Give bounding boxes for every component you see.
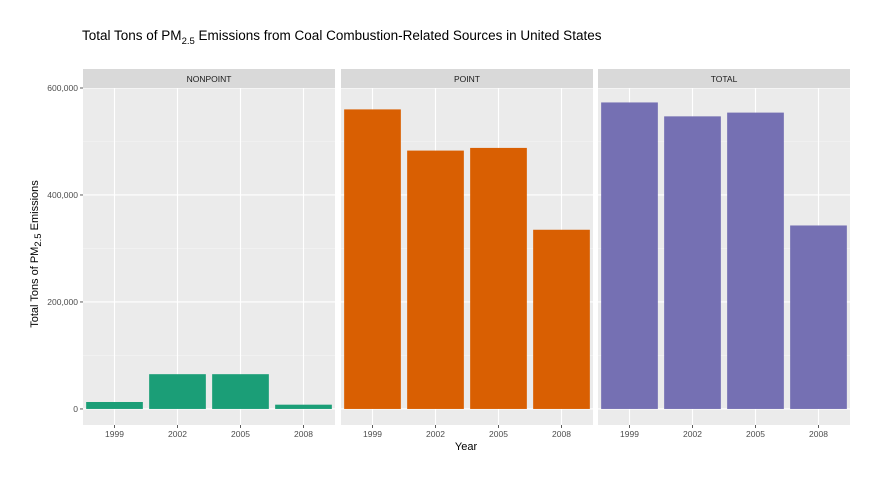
y-axis-title-subscript: 2.5 xyxy=(33,233,44,246)
bar-point-2008 xyxy=(533,229,590,409)
panel-background-nonpoint xyxy=(83,88,335,425)
y-tick-label: 0 xyxy=(73,404,78,414)
bar-point-1999 xyxy=(344,109,401,409)
bar-total-1999 xyxy=(601,102,658,409)
bar-total-2002 xyxy=(664,116,721,409)
y-tick-label: 600,000 xyxy=(47,83,78,93)
x-tick-label-nonpoint-2008: 2008 xyxy=(294,429,313,439)
x-tick-label-total-1999: 1999 xyxy=(620,429,639,439)
strip-label-total: TOTAL xyxy=(711,74,738,84)
strip-background-total xyxy=(598,69,850,88)
bar-nonpoint-2008 xyxy=(275,404,332,409)
bar-total-2008 xyxy=(790,225,847,409)
chart-title-prefix: Total Tons of PM xyxy=(82,28,182,43)
strip-label-point: POINT xyxy=(454,74,480,84)
strip-background-point xyxy=(341,69,593,88)
x-tick-label-total-2002: 2002 xyxy=(683,429,702,439)
x-tick-label-nonpoint-1999: 1999 xyxy=(105,429,124,439)
chart-title-suffix: Emissions from Coal Combustion-Related S… xyxy=(195,28,602,43)
x-tick-label-nonpoint-2005: 2005 xyxy=(231,429,250,439)
bar-point-2005 xyxy=(470,147,527,409)
chart-title: Total Tons of PM2.5 Emissions from Coal … xyxy=(82,28,602,47)
x-tick-label-total-2008: 2008 xyxy=(809,429,828,439)
y-axis-title-suffix: Emissions xyxy=(29,180,41,234)
y-tick-label: 200,000 xyxy=(47,297,78,307)
bar-point-2002 xyxy=(407,150,464,409)
strip-label-nonpoint: NONPOINT xyxy=(187,74,232,84)
x-axis-title: Year xyxy=(455,441,478,453)
plot-area: NONPOINT 1999 2002 2005 2008 POINT 1999 2002 200… xyxy=(47,69,850,439)
x-tick-label-nonpoint-2002: 2002 xyxy=(168,429,187,439)
bar-nonpoint-1999 xyxy=(86,401,143,409)
bar-nonpoint-2005 xyxy=(212,374,269,409)
y-axis-title-prefix: Total Tons of PM xyxy=(29,247,41,328)
strip-background-nonpoint xyxy=(83,69,335,88)
x-tick-label-point-1999: 1999 xyxy=(363,429,382,439)
y-tick-label: 400,000 xyxy=(47,190,78,200)
x-tick-label-point-2005: 2005 xyxy=(489,429,508,439)
x-tick-label-point-2002: 2002 xyxy=(426,429,445,439)
y-axis-title: Total Tons of PM2.5 Emissions xyxy=(29,180,44,328)
x-tick-label-total-2005: 2005 xyxy=(746,429,765,439)
x-tick-label-point-2008: 2008 xyxy=(552,429,571,439)
bar-total-2005 xyxy=(727,112,784,409)
chart-title-subscript: 2.5 xyxy=(182,36,195,47)
bar-nonpoint-2002 xyxy=(149,374,206,409)
